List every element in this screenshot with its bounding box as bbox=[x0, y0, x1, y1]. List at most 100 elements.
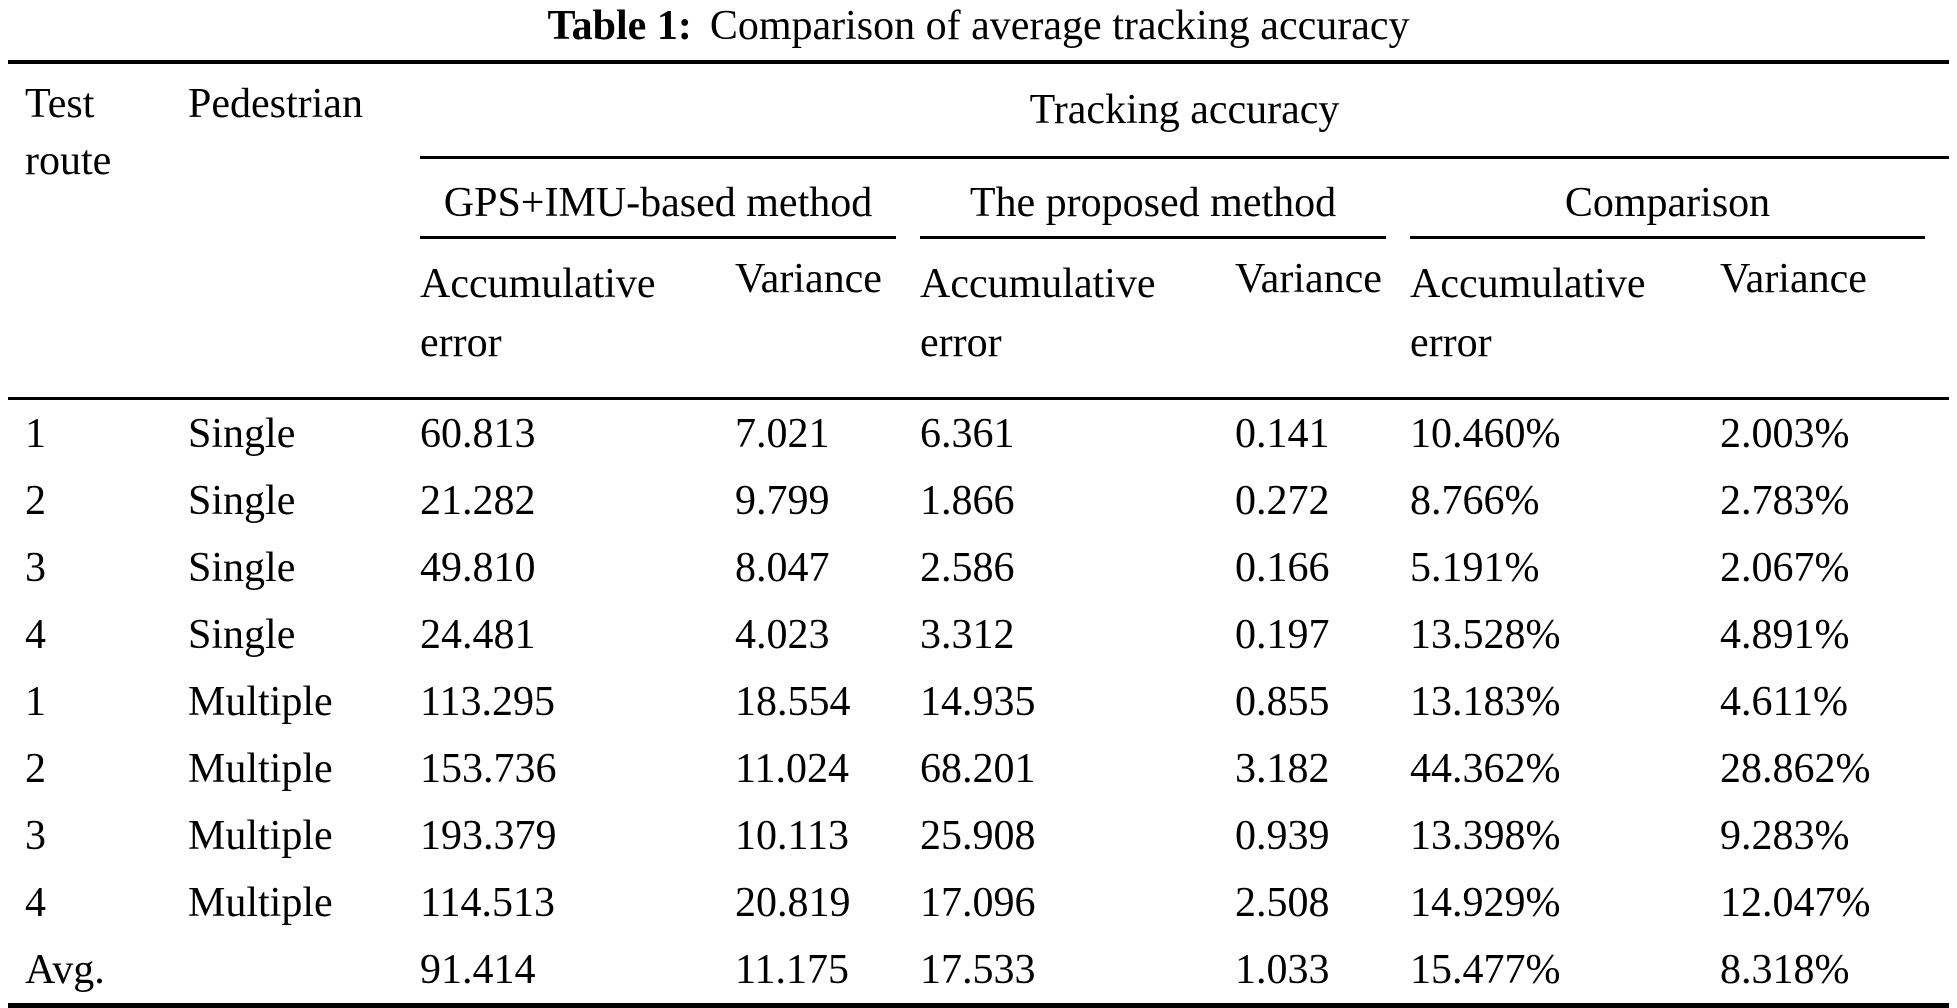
cell-proposed-accum-error: 17.533 bbox=[920, 936, 1235, 1008]
table-row: 1 Single 60.813 7.021 6.361 0.141 10.460… bbox=[8, 397, 1950, 467]
cell-comparison-accum-error: 15.477% bbox=[1410, 936, 1720, 1008]
cell-pedestrian: Multiple bbox=[188, 812, 333, 859]
cell-gps-accum-error: 91.414 bbox=[420, 936, 735, 1008]
cell-comparison-variance: 28.862% bbox=[1720, 745, 1871, 792]
cell-test-route: 2 bbox=[25, 477, 46, 524]
cell-proposed-accum-error: 3.312 bbox=[920, 611, 1015, 658]
header-proposed-accumulative-error: Accumulative error bbox=[920, 261, 1156, 366]
cell-proposed-variance: 2.508 bbox=[1235, 879, 1330, 926]
table-caption: Table 1: Comparison of average tracking a… bbox=[0, 0, 1957, 60]
cell-gps-accum-error: 21.282 bbox=[420, 477, 536, 524]
cell-proposed-variance: 0.939 bbox=[1235, 812, 1330, 859]
cell-proposed-variance: 3.182 bbox=[1235, 745, 1330, 792]
cell-pedestrian: Single bbox=[188, 544, 296, 591]
cell-proposed-accum-error: 68.201 bbox=[920, 745, 1036, 792]
cell-proposed-accum-error: 1.866 bbox=[920, 477, 1015, 524]
header-pedestrian: Pedestrian bbox=[188, 81, 363, 127]
cell-gps-variance: 11.024 bbox=[735, 745, 849, 792]
cell-proposed-accum-error: 14.935 bbox=[920, 678, 1036, 725]
cell-gps-accum-error: 24.481 bbox=[420, 611, 536, 658]
table-row: 3 Multiple 193.379 10.113 25.908 0.939 1… bbox=[8, 802, 1949, 869]
cell-comparison-accum-error: 5.191% bbox=[1410, 544, 1540, 591]
cell-gps-variance: 18.554 bbox=[735, 678, 851, 725]
cell-proposed-variance: 0.197 bbox=[1235, 611, 1330, 658]
cell-comparison-variance: 4.891% bbox=[1720, 611, 1850, 658]
cell-proposed-variance: 0.855 bbox=[1235, 678, 1330, 725]
cell-gps-accum-error: 193.379 bbox=[420, 812, 557, 859]
cell-gps-variance: 20.819 bbox=[735, 879, 851, 926]
cell-proposed-variance: 0.272 bbox=[1235, 477, 1330, 524]
header-row-span: Test route Pedestrian Tracking accuracy bbox=[8, 62, 1950, 184]
cell-comparison-accum-error: 10.460% bbox=[1410, 397, 1720, 467]
cell-test-route: 4 bbox=[25, 879, 46, 926]
cell-gps-accum-error: 49.810 bbox=[420, 544, 536, 591]
cell-gps-variance: 9.799 bbox=[735, 477, 830, 524]
cell-pedestrian: Single bbox=[188, 477, 296, 524]
header-proposed-variance: Variance bbox=[1235, 256, 1382, 302]
cell-proposed-variance: 0.166 bbox=[1235, 544, 1330, 591]
table-body: 1 Single 60.813 7.021 6.361 0.141 10.460… bbox=[8, 397, 1950, 1008]
cell-gps-variance: 8.047 bbox=[735, 544, 830, 591]
cell-pedestrian: Multiple bbox=[188, 678, 333, 725]
cell-comparison-variance: 4.611% bbox=[1720, 678, 1848, 725]
table-caption-label: Table 1: bbox=[547, 3, 692, 49]
table-row: 2 Multiple 153.736 11.024 68.201 3.182 4… bbox=[8, 735, 1949, 802]
cell-comparison-accum-error: 44.362% bbox=[1410, 745, 1561, 792]
cell-comparison-accum-error: 13.398% bbox=[1410, 812, 1561, 859]
header-group-comparison: Comparison bbox=[1410, 158, 1949, 239]
cell-test-route: 1 bbox=[8, 397, 188, 467]
tracking-accuracy-table: Test route Pedestrian Tracking accuracy … bbox=[8, 60, 1950, 1008]
cell-gps-variance: 11.175 bbox=[735, 936, 920, 1008]
cell-comparison-variance: 8.318% bbox=[1720, 936, 1950, 1008]
table-row: 3 Single 49.810 8.047 2.586 0.166 5.191%… bbox=[8, 534, 1949, 601]
table-header: Test route Pedestrian Tracking accuracy … bbox=[8, 62, 1950, 399]
cell-pedestrian: Multiple bbox=[188, 879, 333, 926]
cell-gps-variance: 10.113 bbox=[735, 812, 849, 859]
cell-gps-variance: 4.023 bbox=[735, 611, 830, 658]
table-caption-title: Comparison of average tracking accuracy bbox=[709, 3, 1410, 49]
header-tracking-accuracy: Tracking accuracy bbox=[420, 62, 1950, 159]
cell-test-route: 1 bbox=[25, 678, 46, 725]
table-row: 4 Multiple 114.513 20.819 17.096 2.508 1… bbox=[8, 869, 1949, 936]
cell-comparison-accum-error: 8.766% bbox=[1410, 477, 1540, 524]
cell-pedestrian: Single bbox=[188, 611, 296, 658]
cell-gps-accum-error: 153.736 bbox=[420, 745, 557, 792]
cell-test-route: 4 bbox=[25, 611, 46, 658]
cell-proposed-variance: 1.033 bbox=[1235, 936, 1410, 1008]
cell-test-route: 2 bbox=[25, 745, 46, 792]
header-comparison-variance: Variance bbox=[1720, 256, 1867, 302]
cell-proposed-accum-error: 17.096 bbox=[920, 879, 1036, 926]
header-gps-variance: Variance bbox=[735, 256, 882, 302]
cell-pedestrian: Single bbox=[188, 397, 420, 467]
header-group-proposed: The proposed method bbox=[920, 158, 1410, 239]
header-gps-accumulative-error: Accumulative error bbox=[420, 261, 656, 366]
table-row: 1 Multiple 113.295 18.554 14.935 0.855 1… bbox=[8, 668, 1949, 735]
table-row: 2 Single 21.282 9.799 1.866 0.272 8.766%… bbox=[8, 467, 1949, 534]
header-group-gps-imu: GPS+IMU-based method bbox=[420, 158, 920, 239]
cell-proposed-accum-error: 2.586 bbox=[920, 544, 1015, 591]
cell-comparison-variance: 2.783% bbox=[1720, 477, 1850, 524]
cell-comparison-variance: 2.067% bbox=[1720, 544, 1850, 591]
table-row: 4 Single 24.481 4.023 3.312 0.197 13.528… bbox=[8, 601, 1949, 668]
cell-comparison-variance: 9.283% bbox=[1720, 812, 1850, 859]
cell-gps-accum-error: 60.813 bbox=[420, 397, 735, 467]
cell-proposed-accum-error: 25.908 bbox=[920, 812, 1036, 859]
cell-test-route: 3 bbox=[25, 812, 46, 859]
cell-gps-variance: 7.021 bbox=[735, 397, 920, 467]
cell-proposed-accum-error: 6.361 bbox=[920, 397, 1235, 467]
cell-comparison-variance: 2.003% bbox=[1720, 397, 1950, 467]
header-test-route: Test route bbox=[25, 81, 112, 185]
cell-gps-accum-error: 113.295 bbox=[420, 678, 555, 725]
cell-comparison-accum-error: 14.929% bbox=[1410, 879, 1561, 926]
cell-gps-accum-error: 114.513 bbox=[420, 879, 555, 926]
cell-comparison-accum-error: 13.528% bbox=[1410, 611, 1561, 658]
cell-test-route: 3 bbox=[25, 544, 46, 591]
table-row-average: Avg. 91.414 11.175 17.533 1.033 15.477% … bbox=[8, 936, 1950, 1008]
cell-proposed-variance: 0.141 bbox=[1235, 397, 1410, 467]
cell-comparison-accum-error: 13.183% bbox=[1410, 678, 1561, 725]
cell-comparison-variance: 12.047% bbox=[1720, 879, 1871, 926]
cell-avg-label: Avg. bbox=[8, 936, 188, 1008]
header-comparison-accumulative-error: Accumulative error bbox=[1410, 261, 1646, 366]
header-row-groups: GPS+IMU-based method The proposed method… bbox=[8, 158, 1949, 239]
